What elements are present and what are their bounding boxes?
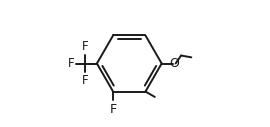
Text: F: F <box>82 40 88 53</box>
Text: F: F <box>110 103 117 116</box>
Text: O: O <box>170 57 179 70</box>
Text: F: F <box>82 74 88 87</box>
Text: F: F <box>68 57 74 70</box>
